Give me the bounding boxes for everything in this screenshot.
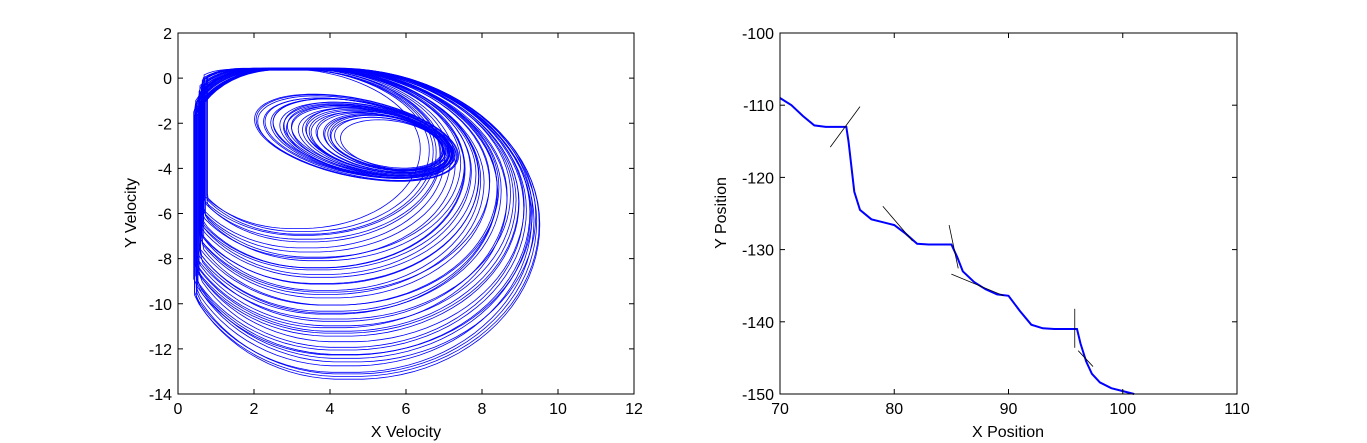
left-tick-marks — [177, 32, 635, 395]
tangent-segment — [948, 224, 959, 269]
left-xtick-label: 0 — [174, 401, 183, 418]
right-tick-labels: 70 80 90 100 110 -100 -110 -120 -130 -140 -150 — [742, 26, 1250, 418]
tangent-segment — [882, 206, 913, 242]
right-xtick-label: 110 — [1224, 401, 1250, 418]
right-ytick-label: -130 — [742, 243, 774, 260]
right-xtick-label: 90 — [1000, 401, 1018, 418]
right-xtick-label: 80 — [885, 401, 903, 418]
left-xtick-label: 2 — [250, 401, 259, 418]
left-ytick-label: -12 — [149, 342, 172, 359]
velocity-trajectory-series — [193, 67, 541, 380]
velocity-outer-loop — [200, 69, 508, 322]
left-xtick-label: 6 — [402, 401, 411, 418]
left-ytick-label: -4 — [158, 161, 172, 178]
left-ytick-label: -14 — [149, 387, 172, 404]
left-tick-labels: 0 2 4 6 8 10 12 2 0 -2 -4 -6 -8 -10 -12 -14 — [149, 26, 643, 418]
left-ytick-label: -6 — [158, 207, 172, 224]
position-path — [779, 97, 1135, 395]
right-ytick-label: -100 — [742, 26, 774, 43]
left-xtick-label: 8 — [478, 401, 487, 418]
velocity-outer-loop — [203, 68, 482, 291]
velocity-outer-loop — [195, 69, 527, 351]
position-trajectory-chart: 70 80 90 100 110 -100 -110 -120 -130 -140 -150 X P… — [713, 26, 1250, 441]
left-xtick-label: 4 — [326, 401, 335, 418]
velocity-outer-loop — [194, 68, 540, 377]
position-trajectory-series — [779, 97, 1135, 395]
velocity-inner-loop — [315, 111, 451, 173]
right-xtick-label: 100 — [1109, 401, 1136, 418]
right-tick-marks — [779, 32, 1238, 395]
tangent-segment — [829, 106, 861, 148]
velocity-inner-loop — [254, 93, 460, 182]
right-xlabel: X Position — [972, 424, 1044, 441]
right-ylabel: Y Position — [713, 177, 730, 249]
left-xlabel: X Velocity — [371, 424, 441, 441]
right-ytick-label: -150 — [742, 387, 774, 404]
right-xtick-label: 70 — [771, 401, 789, 418]
right-ytick-label: -120 — [742, 170, 774, 187]
velocity-outer-loop — [194, 69, 520, 337]
velocity-inner-loop — [340, 119, 445, 170]
right-ytick-label: -110 — [743, 98, 774, 115]
left-ytick-label: -2 — [158, 116, 172, 133]
velocity-outer-loop — [201, 68, 490, 299]
left-xtick-label: 12 — [625, 401, 643, 418]
left-xtick-label: 10 — [549, 401, 567, 418]
left-ytick-label: 0 — [163, 71, 172, 88]
left-ytick-label: -10 — [149, 297, 172, 314]
tangent-segment — [951, 273, 1005, 297]
tangent-segment — [1077, 350, 1094, 367]
right-ytick-label: -140 — [742, 315, 774, 332]
left-ytick-label: 2 — [163, 26, 172, 43]
left-ylabel: Y Velocity — [123, 178, 140, 248]
left-ytick-label: -8 — [158, 252, 172, 269]
